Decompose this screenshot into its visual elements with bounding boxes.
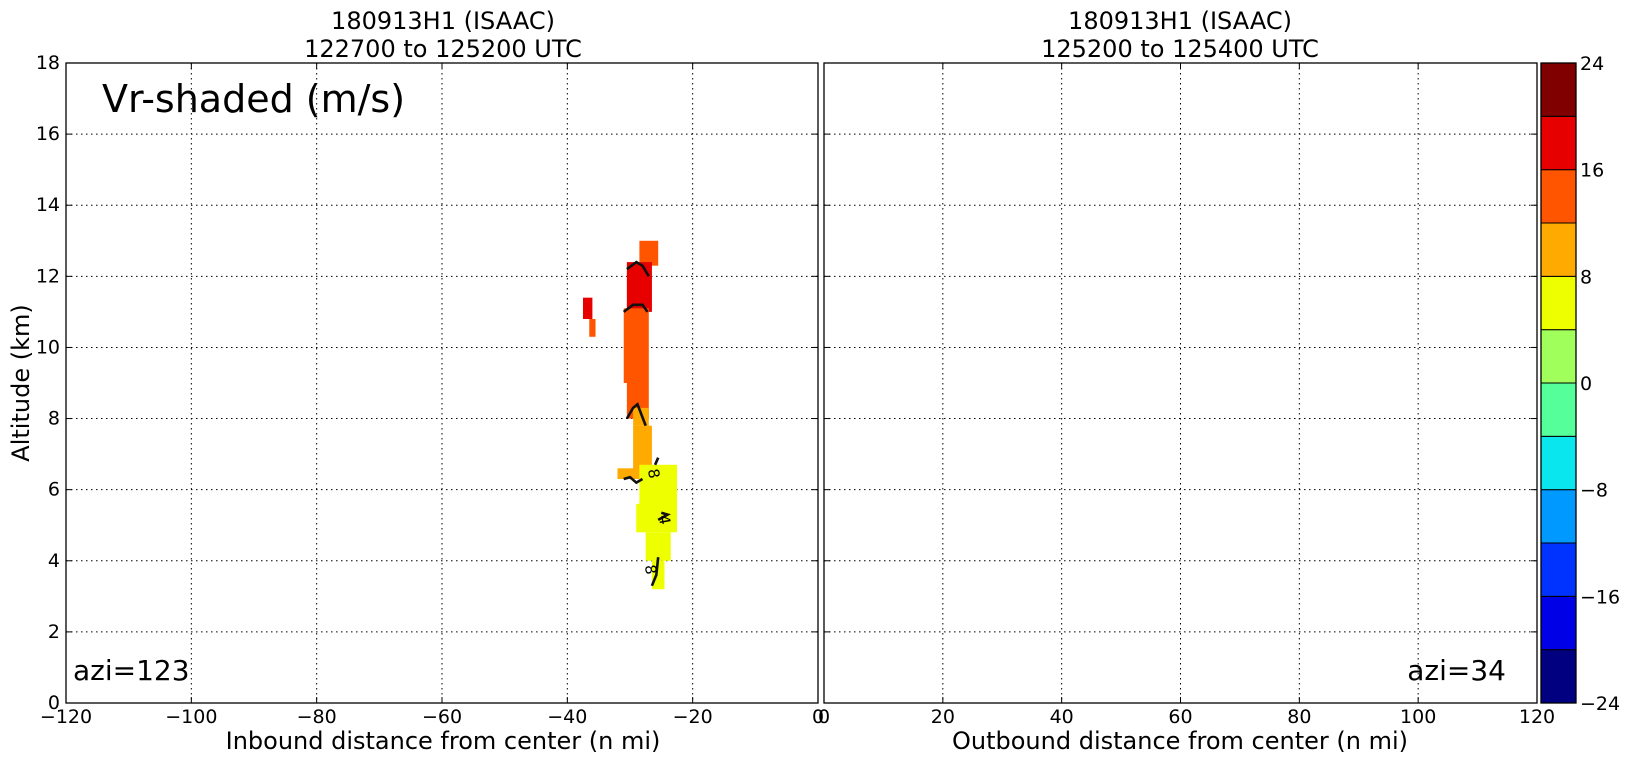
colorbar-tick-label: 24 xyxy=(1580,53,1604,75)
colorbar-tick-label: 0 xyxy=(1580,373,1592,395)
left-panel: 180913H1 (ISAAC) 122700 to 125200 UTC In… xyxy=(7,7,824,755)
colorbar-segment xyxy=(1540,115,1577,171)
contour-line xyxy=(623,475,644,485)
left-x-tick-label: −40 xyxy=(547,706,587,728)
right-x-tick-label: 80 xyxy=(1287,706,1311,728)
right-title-line1: 180913H1 (ISAAC) xyxy=(1068,7,1292,35)
left-y-tick-label: 12 xyxy=(36,265,60,287)
left-vr-cell xyxy=(617,468,656,479)
colorbar-tick-label: −8 xyxy=(1580,480,1608,502)
left-x-tick-label: −100 xyxy=(165,706,217,728)
contour-label: 8 xyxy=(641,563,660,576)
left-x-tick-label: −20 xyxy=(673,706,713,728)
contour-line xyxy=(650,557,660,587)
left-x-axis-label: Inbound distance from center (n mi) xyxy=(226,727,661,755)
left-y-axis-label: Altitude (km) xyxy=(7,304,35,461)
contour-line xyxy=(653,457,660,466)
left-x-tick-label: −80 xyxy=(297,706,337,728)
right-x-tick-label: 20 xyxy=(931,706,955,728)
left-vr-cell xyxy=(623,308,649,383)
contour-label: 4 xyxy=(655,514,674,527)
left-y-tick-label: 18 xyxy=(36,52,60,74)
contour-line xyxy=(626,260,650,277)
left-vr-cell xyxy=(589,319,596,337)
colorbar-segment xyxy=(1540,382,1577,437)
left-azimuth-label: azi=123 xyxy=(73,654,190,687)
colorbar-tick-label: −24 xyxy=(1580,693,1620,715)
colorbar-segment xyxy=(1540,62,1577,117)
contour-line xyxy=(657,511,671,522)
colorbar: −24 −16 −8 0 8 16 24 xyxy=(1540,53,1620,715)
colorbar-segment xyxy=(1540,275,1577,331)
left-y-tick-label: 2 xyxy=(48,621,60,643)
left-title-line1: 180913H1 (ISAAC) xyxy=(331,7,555,35)
left-vr-cell xyxy=(639,464,677,508)
colorbar-segment xyxy=(1540,649,1577,704)
right-x-tick-label: 40 xyxy=(1050,706,1074,728)
left-y-tick-label: 6 xyxy=(48,479,60,501)
colorbar-segment xyxy=(1540,435,1577,491)
right-x-tick-label: 60 xyxy=(1168,706,1192,728)
colorbar-tick-label: 16 xyxy=(1580,160,1604,182)
contour-label: 8 xyxy=(644,467,663,480)
left-y-tick-label: 8 xyxy=(48,408,60,430)
left-y-tick-label: 0 xyxy=(48,692,60,714)
left-y-tick-label: 14 xyxy=(36,194,60,216)
colorbar-segment xyxy=(1540,489,1577,544)
left-vr-cell xyxy=(651,560,665,590)
left-x-tick-label: −60 xyxy=(422,706,462,728)
colorbar-segment xyxy=(1540,222,1577,277)
colorbar-tick-label: −16 xyxy=(1580,586,1620,608)
left-y-tick-label: 10 xyxy=(36,336,60,358)
left-vr-cell xyxy=(633,425,652,472)
right-title-line2: 125200 to 125400 UTC xyxy=(1041,35,1319,63)
right-azimuth-label: azi=34 xyxy=(1407,654,1506,687)
contour-line xyxy=(625,402,647,427)
contour-line xyxy=(622,303,649,313)
left-vr-cell xyxy=(636,503,677,533)
left-vr-cell xyxy=(639,240,659,266)
colorbar-segment xyxy=(1540,329,1577,384)
vr-shaded-annotation: Vr-shaded (m/s) xyxy=(102,77,405,121)
left-y-tick-label: 4 xyxy=(48,550,60,572)
colorbar-frame xyxy=(1540,62,1577,704)
left-x-tick-label: 0 xyxy=(812,706,824,728)
left-y-tick-label: 16 xyxy=(36,123,60,145)
left-vr-cell xyxy=(583,297,593,319)
left-title-line2: 122700 to 125200 UTC xyxy=(304,35,582,63)
colorbar-segment xyxy=(1540,542,1577,597)
right-x-tick-label: 100 xyxy=(1400,706,1436,728)
right-panel: 180913H1 (ISAAC) 125200 to 125400 UTC Ou… xyxy=(818,7,1555,755)
colorbar-tick-label: 8 xyxy=(1580,266,1592,288)
left-x-tick-label: −120 xyxy=(40,706,92,728)
right-x-tick-label: 120 xyxy=(1519,706,1555,728)
right-x-tick-label: 0 xyxy=(818,706,830,728)
colorbar-segment xyxy=(1540,595,1577,651)
colorbar-segment xyxy=(1540,169,1577,224)
right-x-axis-label: Outbound distance from center (n mi) xyxy=(952,727,1408,755)
left-vr-cell xyxy=(645,532,671,561)
